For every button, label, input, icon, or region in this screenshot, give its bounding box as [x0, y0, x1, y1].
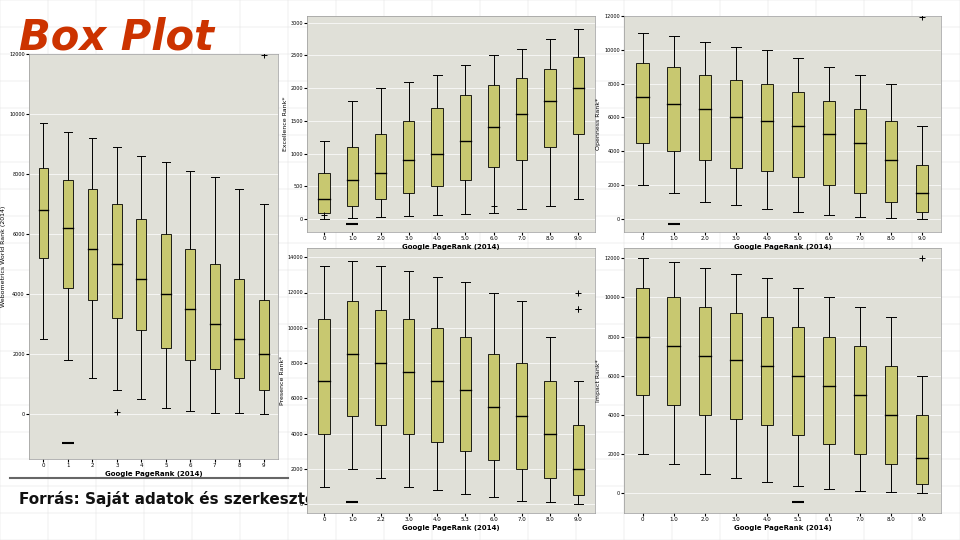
Y-axis label: Presence Rank*: Presence Rank*	[279, 356, 284, 406]
Bar	[760, 84, 773, 172]
Bar	[544, 69, 556, 147]
Bar	[161, 234, 171, 348]
X-axis label: Google PageRank (2014): Google PageRank (2014)	[402, 244, 500, 250]
Bar	[885, 366, 898, 464]
Bar	[38, 168, 48, 258]
Bar	[185, 249, 195, 360]
Bar	[916, 415, 928, 484]
Bar	[319, 319, 330, 434]
Bar	[636, 288, 649, 395]
Y-axis label: Impact Rank*: Impact Rank*	[596, 359, 601, 402]
Bar	[667, 67, 680, 151]
Bar	[699, 307, 711, 415]
Bar	[792, 327, 804, 435]
Bar	[516, 78, 527, 160]
Bar	[516, 363, 527, 469]
Bar	[234, 279, 244, 378]
Bar	[210, 264, 220, 369]
Bar	[319, 173, 330, 213]
X-axis label: Google PageRank (2014): Google PageRank (2014)	[105, 471, 203, 477]
Bar	[403, 121, 415, 193]
Bar	[730, 80, 742, 168]
Bar	[488, 85, 499, 167]
Text: Box Plot: Box Plot	[19, 16, 214, 58]
Bar	[916, 165, 928, 212]
Bar	[112, 204, 122, 318]
Text: Forrás: Saját adatok és szerkesztés: Forrás: Saját adatok és szerkesztés	[19, 491, 324, 508]
Bar	[87, 189, 97, 300]
Bar	[460, 94, 471, 180]
Bar	[853, 109, 866, 193]
Bar	[375, 134, 386, 199]
Bar	[63, 180, 73, 288]
Bar	[792, 92, 804, 177]
Bar	[667, 298, 680, 405]
Bar	[699, 75, 711, 160]
X-axis label: Google PageRank (2014): Google PageRank (2014)	[733, 525, 831, 531]
Bar	[823, 336, 835, 444]
Y-axis label: Excellence Rank*: Excellence Rank*	[283, 97, 288, 151]
Bar	[823, 100, 835, 185]
Bar	[431, 108, 443, 186]
Bar	[636, 64, 649, 143]
X-axis label: Google PageRank (2014): Google PageRank (2014)	[402, 525, 500, 531]
Bar	[853, 346, 866, 454]
Bar	[259, 300, 269, 390]
Bar	[431, 328, 443, 442]
Bar	[347, 301, 358, 416]
Bar	[885, 121, 898, 202]
Bar	[572, 57, 584, 134]
Bar	[375, 310, 386, 425]
X-axis label: Google PageRank (2014): Google PageRank (2014)	[733, 244, 831, 250]
Bar	[136, 219, 146, 330]
Bar	[760, 317, 773, 425]
Bar	[460, 336, 471, 451]
Bar	[347, 147, 358, 206]
Bar	[403, 319, 415, 434]
Y-axis label: Webometrics World Rank (2014): Webometrics World Rank (2014)	[1, 206, 6, 307]
Bar	[572, 425, 584, 495]
Bar	[488, 354, 499, 460]
Bar	[730, 313, 742, 419]
Bar	[544, 381, 556, 478]
Y-axis label: Openness Rank*: Openness Rank*	[596, 98, 601, 150]
